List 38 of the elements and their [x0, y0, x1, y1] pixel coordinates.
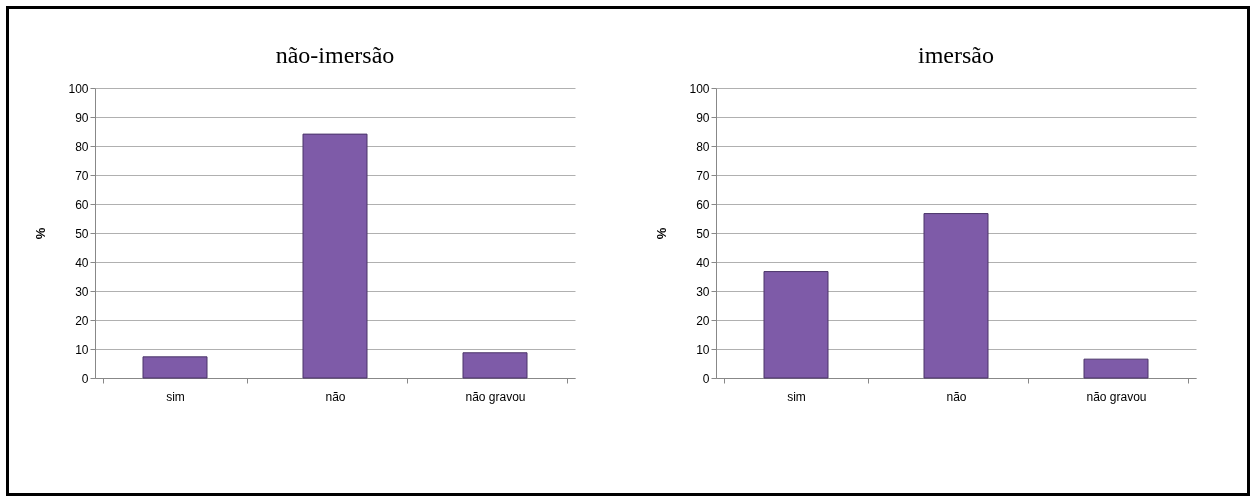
y-tick-label: 50: [696, 226, 710, 241]
x-tick-label: não gravou: [1086, 389, 1147, 404]
x-tick-label: sim: [166, 389, 185, 404]
y-tick-label: 90: [75, 110, 89, 125]
y-tick-label: 80: [696, 139, 710, 154]
y-tick-label: 100: [689, 81, 710, 96]
y-tick-label: 60: [696, 197, 710, 212]
bar: [763, 271, 829, 379]
y-tick-label: 40: [75, 255, 89, 270]
y-tick-label: 70: [696, 168, 710, 183]
bar: [923, 213, 989, 379]
x-tick-label: não: [325, 389, 346, 404]
y-tick-label: 70: [75, 168, 89, 183]
bar: [462, 352, 528, 379]
x-tick-label: não: [946, 389, 967, 404]
y-tick-label: 0: [702, 371, 710, 386]
x-tick-label: sim: [787, 389, 806, 404]
y-tick-label: 30: [75, 284, 89, 299]
chart-title: imersão: [918, 42, 994, 68]
y-tick-label: 100: [68, 81, 89, 96]
y-tick-label: 10: [75, 342, 89, 357]
y-tick-label: 20: [75, 313, 89, 328]
y-axis-title: %: [654, 227, 670, 240]
bar: [302, 133, 368, 379]
y-tick-label: 40: [696, 255, 710, 270]
y-axis-title: %: [33, 227, 49, 240]
y-tick-label: 0: [81, 371, 89, 386]
chart-title: não-imersão: [275, 42, 395, 68]
bar: [142, 356, 208, 379]
bar: [1083, 358, 1149, 379]
y-tick-label: 50: [75, 226, 89, 241]
y-tick-label: 80: [75, 139, 89, 154]
y-tick-label: 90: [696, 110, 710, 125]
x-tick-label: não gravou: [465, 389, 526, 404]
y-tick-label: 30: [696, 284, 710, 299]
y-tick-label: 20: [696, 313, 710, 328]
y-tick-label: 10: [696, 342, 710, 357]
y-tick-label: 60: [75, 197, 89, 212]
